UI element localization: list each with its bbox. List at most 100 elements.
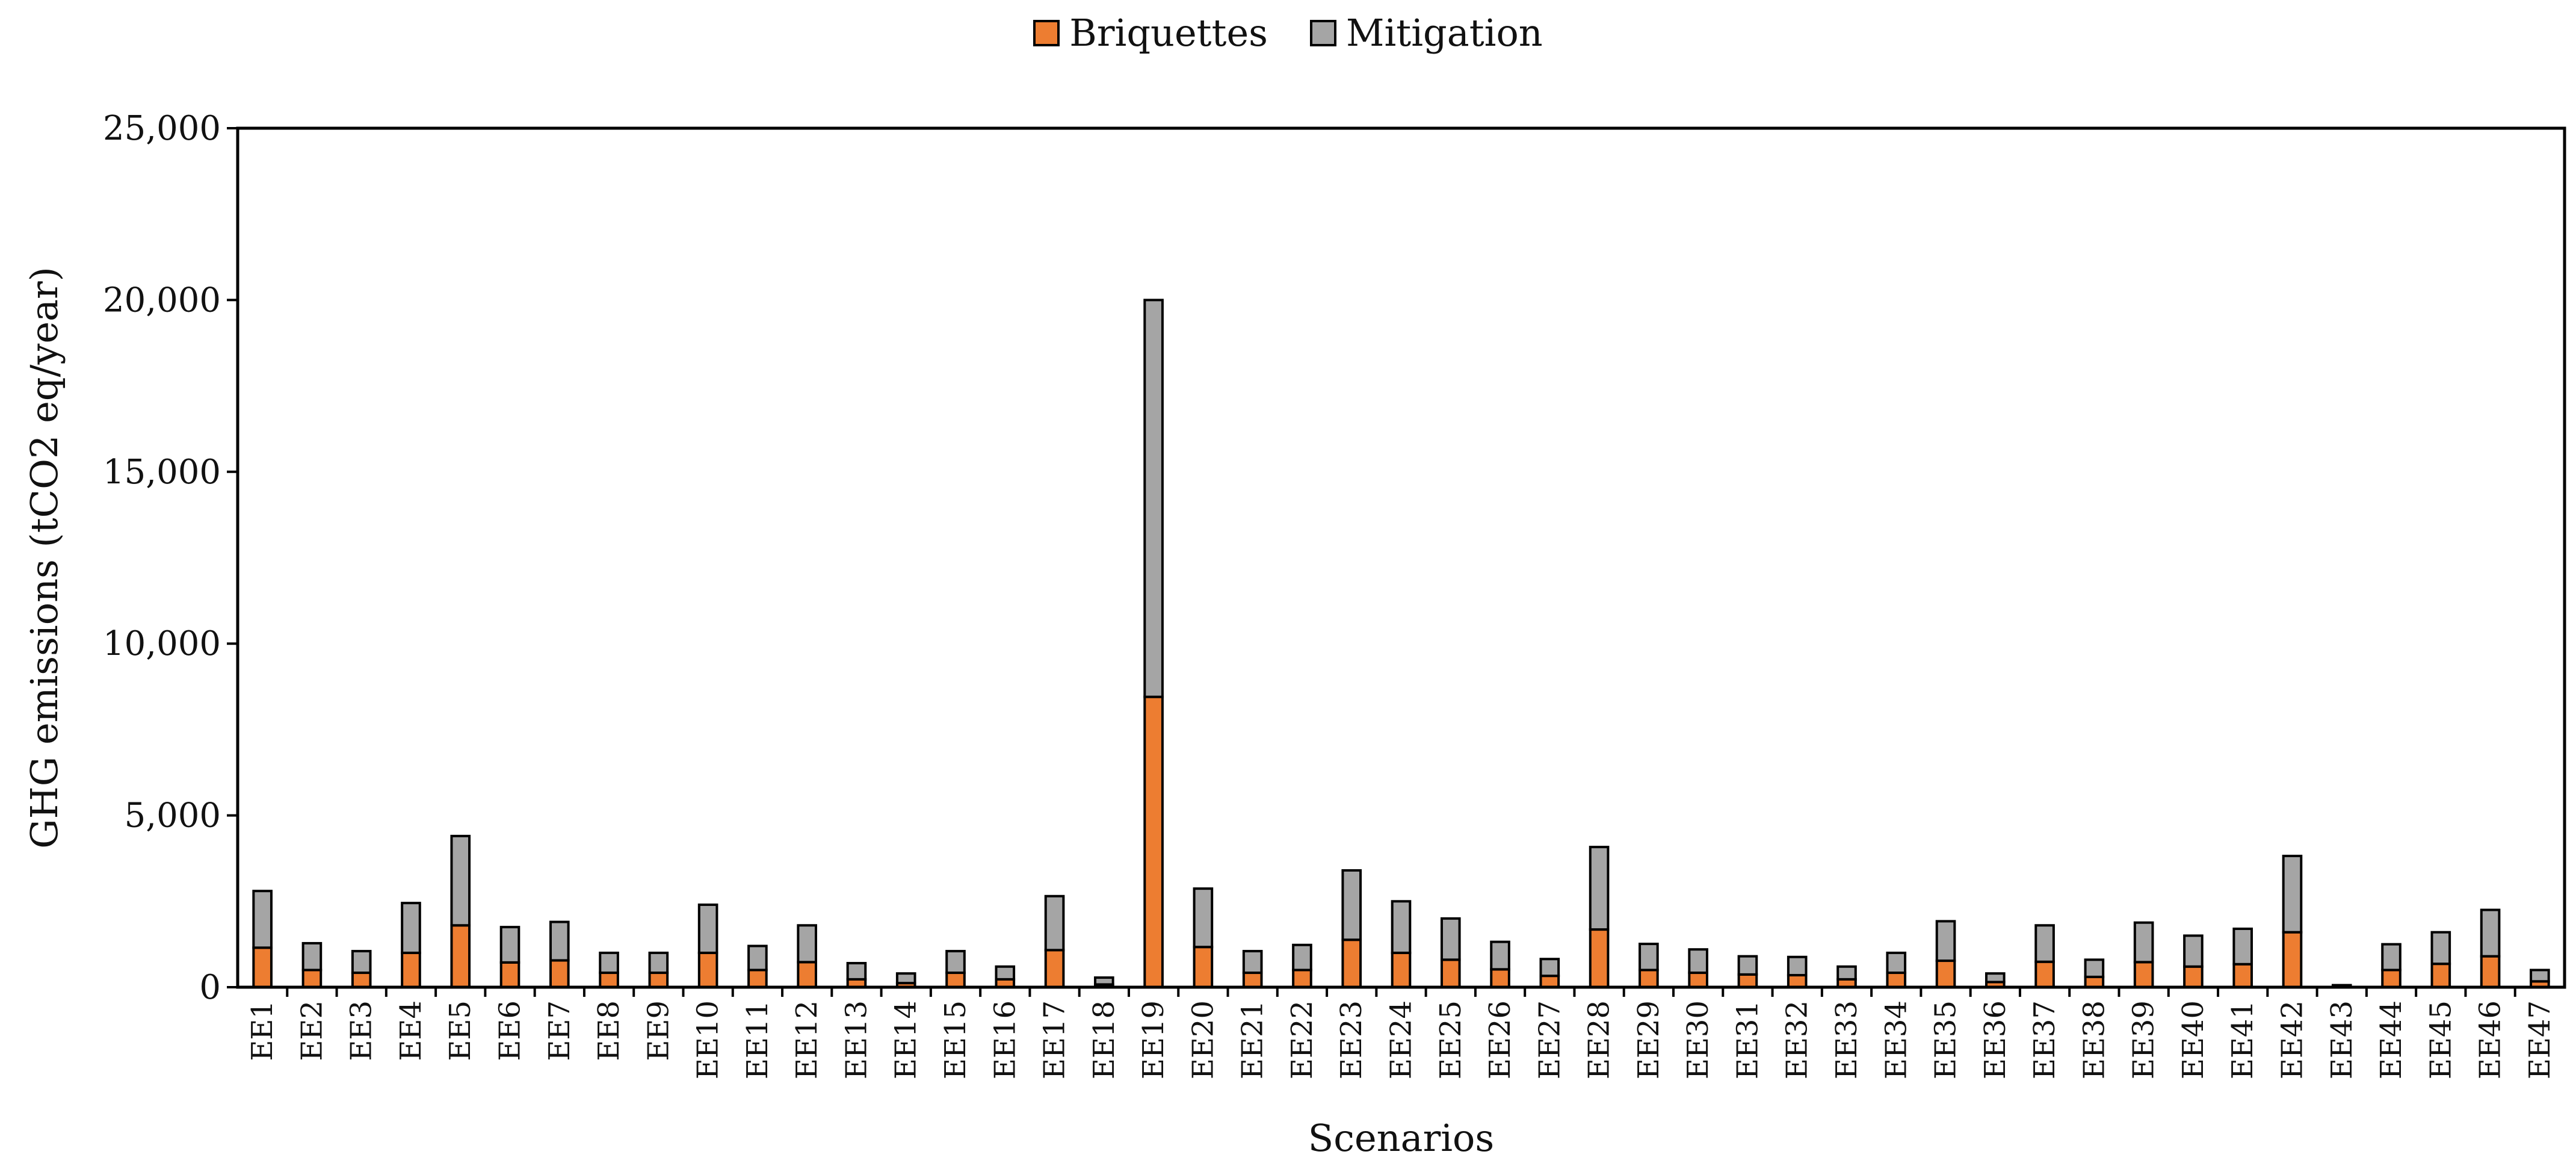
bar-mitigation-ee17 [1044, 895, 1065, 952]
x-tick-label-ee18: EE18 [1087, 1000, 1121, 1079]
bars-group [252, 299, 2550, 989]
y-tick-label: 0 [199, 968, 221, 1007]
bar-mitigation-ee23 [1341, 869, 1362, 941]
bar-briquettes-ee25 [1440, 958, 1461, 989]
bar-briquettes-ee24 [1391, 951, 1412, 989]
bar-briquettes-ee5 [450, 924, 471, 988]
bar-mitigation-ee33 [1836, 965, 1857, 981]
bar-briquettes-ee6 [499, 961, 520, 988]
bar-mitigation-ee20 [1193, 887, 1214, 949]
bar-briquettes-ee34 [1886, 972, 1907, 988]
x-tick-label-ee14: EE14 [889, 1000, 923, 1079]
bar-mitigation-ee8 [599, 951, 619, 975]
x-tick-label-ee3: EE3 [345, 1000, 378, 1061]
bar-briquettes-ee35 [1935, 960, 1956, 988]
x-tick-label-ee47: EE47 [2523, 1000, 2557, 1079]
bar-mitigation-ee10 [697, 904, 718, 954]
bar-mitigation-ee44 [2381, 943, 2401, 972]
bar-mitigation-ee34 [1886, 951, 1907, 975]
x-tick-label-ee5: EE5 [443, 1000, 477, 1061]
bar-mitigation-ee16 [995, 965, 1016, 981]
x-tick-label-ee30: EE30 [1681, 1000, 1715, 1079]
bar-mitigation-ee2 [301, 941, 323, 972]
y-tick-label: 15,000 [103, 453, 221, 492]
x-tick-label-ee23: EE23 [1335, 1000, 1368, 1079]
x-tick-label-ee8: EE8 [592, 1000, 626, 1061]
bar-briquettes-ee45 [2430, 963, 2451, 988]
x-tick-label-ee26: EE26 [1483, 1000, 1517, 1079]
bar-briquettes-ee2 [301, 969, 323, 988]
y-tick-label: 10,000 [103, 624, 221, 663]
bar-mitigation-ee5 [450, 834, 471, 927]
bar-mitigation-ee6 [499, 926, 520, 964]
bar-mitigation-ee36 [1985, 972, 2006, 984]
y-axis-ticks: 0 5,000 10,000 15,000 20,000 25,000 [103, 109, 238, 1007]
x-tick-label-ee4: EE4 [394, 1000, 428, 1061]
x-tick-label-ee15: EE15 [939, 1000, 972, 1079]
bar-mitigation-ee9 [648, 951, 669, 975]
plot-area-frame [236, 126, 2566, 989]
bar-mitigation-ee4 [401, 902, 421, 954]
x-tick-label-ee45: EE45 [2424, 1000, 2457, 1079]
x-tick-label-ee38: EE38 [2077, 1000, 2111, 1079]
bar-briquettes-ee20 [1193, 946, 1214, 989]
bar-briquettes-ee39 [2133, 961, 2154, 988]
bar-mitigation-ee32 [1787, 955, 1808, 977]
y-tick-label: 25,000 [103, 109, 221, 148]
bar-briquettes-ee26 [1490, 968, 1510, 988]
bar-mitigation-ee41 [2232, 927, 2253, 966]
bar-mitigation-ee40 [2183, 934, 2204, 968]
bar-briquettes-ee32 [1787, 974, 1808, 988]
bar-briquettes-ee15 [945, 972, 966, 988]
bar-mitigation-ee26 [1490, 940, 1510, 971]
bar-mitigation-ee18 [1094, 976, 1114, 986]
x-axis-title: Scenarios [1308, 1116, 1494, 1160]
x-tick-label-ee17: EE17 [1038, 1000, 1072, 1079]
x-tick-label-ee37: EE37 [2028, 1000, 2062, 1079]
bar-mitigation-ee7 [549, 920, 570, 962]
x-tick-label-ee9: EE9 [641, 1000, 675, 1061]
x-tick-label-ee11: EE11 [741, 1000, 774, 1079]
bar-mitigation-ee31 [1737, 955, 1758, 976]
y-tick-label: 20,000 [103, 281, 221, 320]
bar-briquettes-ee10 [697, 951, 718, 989]
legend-swatch-briquettes [1033, 19, 1060, 46]
bar-briquettes-ee42 [2282, 931, 2303, 988]
bar-mitigation-ee42 [2282, 854, 2303, 934]
bar-briquettes-ee9 [648, 972, 669, 988]
bar-briquettes-ee17 [1044, 949, 1065, 989]
bar-mitigation-ee28 [1589, 846, 1610, 931]
bar-briquettes-ee31 [1737, 973, 1758, 988]
bar-briquettes-ee4 [401, 951, 421, 989]
bar-mitigation-ee30 [1688, 948, 1708, 975]
bar-mitigation-ee14 [895, 972, 916, 985]
bar-briquettes-ee46 [2480, 955, 2501, 989]
bar-mitigation-ee45 [2430, 931, 2451, 966]
legend-item-briquettes: Briquettes [1033, 11, 1268, 55]
x-tick-label-ee32: EE32 [1781, 1000, 1814, 1079]
legend-swatch-mitigation [1309, 19, 1336, 46]
x-tick-label-ee31: EE31 [1731, 1000, 1764, 1079]
x-tick-label-ee33: EE33 [1830, 1000, 1864, 1079]
x-tick-label-ee16: EE16 [988, 1000, 1022, 1079]
x-tick-label-ee44: EE44 [2374, 1000, 2408, 1079]
bar-briquettes-ee21 [1242, 972, 1263, 988]
bar-mitigation-ee46 [2480, 908, 2501, 958]
bar-briquettes-ee41 [2232, 963, 2253, 988]
bar-briquettes-ee29 [1639, 969, 1659, 988]
bar-briquettes-ee23 [1341, 938, 1362, 989]
bar-briquettes-ee19 [1143, 695, 1164, 988]
bar-briquettes-ee22 [1292, 969, 1312, 988]
bar-briquettes-ee3 [351, 972, 372, 988]
x-tick-label-ee21: EE21 [1236, 1000, 1270, 1079]
bar-mitigation-ee25 [1440, 917, 1461, 961]
bar-briquettes-ee38 [2084, 975, 2105, 988]
legend: Briquettes Mitigation [0, 11, 2576, 55]
bar-mitigation-ee1 [252, 890, 273, 949]
x-tick-label-ee35: EE35 [1929, 1000, 1963, 1079]
x-tick-label-ee12: EE12 [790, 1000, 824, 1079]
bar-briquettes-ee1 [252, 946, 273, 989]
bar-mitigation-ee39 [2133, 921, 2154, 964]
bar-briquettes-ee40 [2183, 965, 2204, 988]
bar-mitigation-ee3 [351, 950, 372, 975]
